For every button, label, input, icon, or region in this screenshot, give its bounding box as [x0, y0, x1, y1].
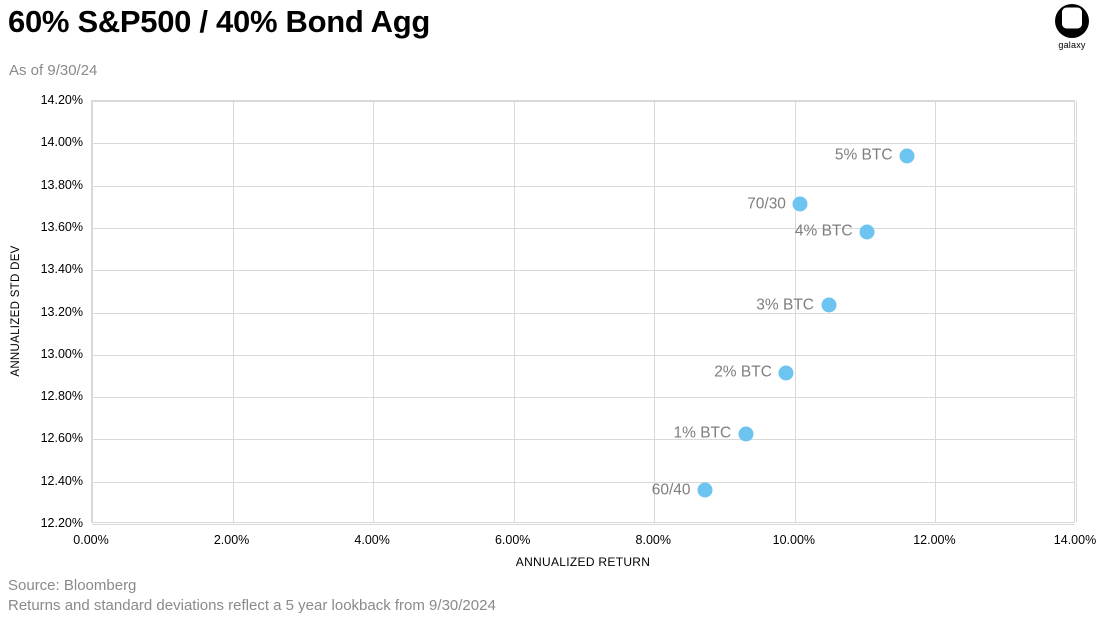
x-tick-label: 2.00% [213, 533, 250, 547]
source-note: Source: Bloomberg [8, 577, 137, 594]
h-gridline [92, 270, 1074, 272]
y-tick-label: 12.20% [40, 516, 83, 530]
x-tick-label: 0.00% [73, 533, 109, 547]
x-tick-label: 8.00% [635, 533, 672, 547]
galaxy-logo-text: galaxy [1058, 40, 1086, 50]
y-axis-title: ANNUALIZED STD DEV [10, 245, 22, 377]
data-point: 3% BTC [756, 296, 836, 313]
h-gridline [92, 185, 1074, 187]
v-gridline [232, 101, 234, 522]
x-tick-label: 4.00% [354, 533, 390, 547]
x-tick-label: 12.00% [913, 533, 956, 547]
v-gridline [373, 101, 375, 522]
data-point-label: 4% BTC [794, 222, 853, 240]
data-point: 1% BTC [674, 425, 754, 442]
page-title: 60% S&P500 / 40% Bond Agg [8, 4, 431, 39]
data-point-label: 2% BTC [714, 363, 772, 381]
plot-area: 5% BTC 70/30 4% BTC 3% BTC 2% BTC 1% BTC 60/40 [91, 100, 1077, 525]
data-point: 70/30 [747, 195, 808, 212]
h-gridline [92, 101, 1074, 102]
data-point: 2% BTC [714, 364, 794, 381]
x-tick-label: 14.00% [1053, 533, 1097, 547]
h-gridline [92, 227, 1074, 229]
v-gridline [513, 101, 515, 522]
y-tick-label: 13.60% [40, 219, 83, 234]
h-gridline [92, 143, 1074, 145]
v-gridline [654, 101, 656, 522]
x-tick-label: 10.00% [772, 533, 816, 547]
y-tick-label: 12.60% [40, 431, 83, 446]
y-tick-label: 12.80% [40, 389, 83, 404]
y-tick-label: 13.20% [40, 304, 83, 319]
data-point-label: 5% BTC [834, 146, 893, 164]
y-tick-label: 14.20% [40, 93, 83, 107]
y-tick-label: 12.40% [40, 473, 83, 488]
h-gridline [92, 524, 1074, 525]
data-point: 5% BTC [835, 147, 915, 164]
x-axis-title: ANNUALIZED RETURN [515, 555, 651, 569]
h-gridline [92, 439, 1074, 441]
h-gridline [92, 481, 1074, 483]
y-tick-label: 14.00% [40, 135, 83, 150]
y-tick-label: 13.00% [40, 346, 83, 361]
h-gridline [92, 312, 1074, 314]
v-gridline [794, 101, 796, 522]
x-tick-label: 6.00% [494, 533, 531, 547]
y-tick-label: 13.80% [40, 177, 83, 192]
galaxy-logo-icon [1055, 4, 1089, 38]
as-of-date: As of 9/30/24 [9, 62, 98, 79]
data-point-label: 1% BTC [673, 424, 732, 442]
v-gridline [935, 101, 937, 522]
data-point-label: 3% BTC [756, 296, 814, 314]
data-point-label: 60/40 [651, 481, 691, 499]
v-gridline [92, 101, 93, 522]
h-gridline [92, 397, 1074, 399]
methodology-note: Returns and standard deviations reflect … [8, 597, 496, 614]
galaxy-logo: galaxy [1052, 4, 1092, 50]
v-gridline [1076, 101, 1077, 522]
h-gridline [92, 354, 1074, 356]
data-point: 4% BTC [795, 223, 875, 240]
data-point: 60/40 [652, 481, 713, 498]
data-point-label: 70/30 [747, 195, 786, 213]
y-tick-label: 13.40% [40, 262, 83, 277]
